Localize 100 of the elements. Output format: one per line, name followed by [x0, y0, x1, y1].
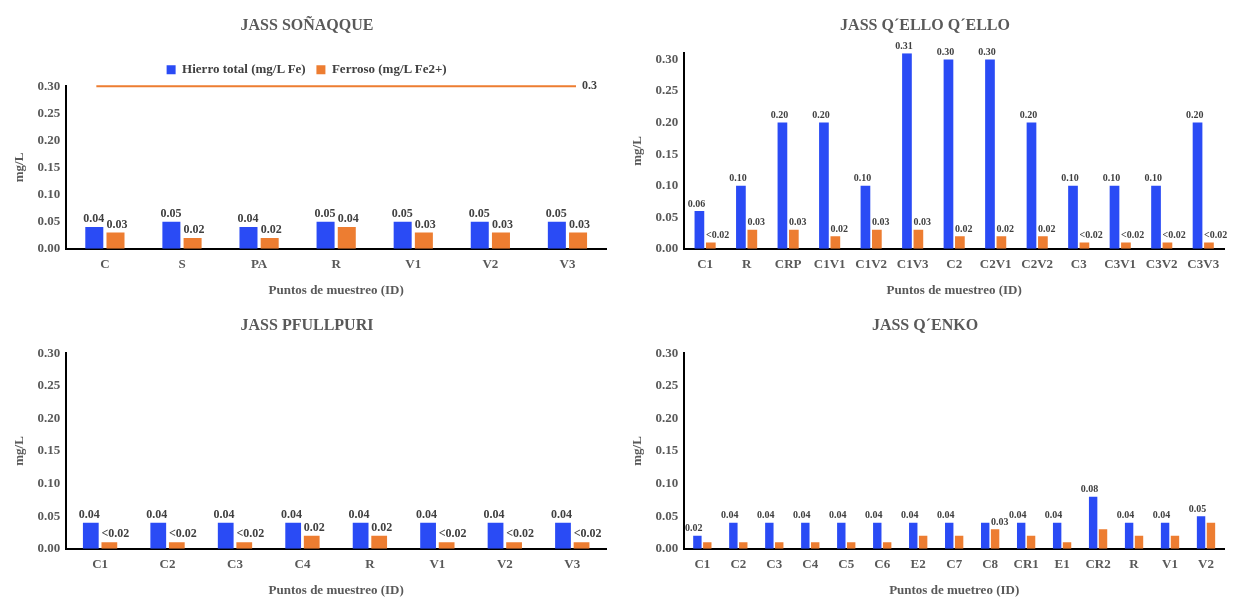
y-tick-label: 0.30 [37, 344, 61, 360]
bar [352, 522, 369, 549]
y-tick-label: 0.05 [655, 507, 679, 523]
data-label: 0.08 [1080, 483, 1099, 495]
data-label: <0.02 [438, 526, 467, 541]
data-label: 0.05 [468, 205, 490, 220]
data-label: 0.03 [990, 515, 1009, 527]
bar [1124, 522, 1134, 549]
bar [303, 535, 320, 549]
bar [414, 232, 433, 249]
data-label: 0.02 [685, 522, 703, 534]
y-tick-label: 0.00 [37, 240, 61, 256]
bar [693, 535, 702, 549]
data-label: 0.04 [83, 211, 105, 226]
bar [1206, 522, 1216, 549]
x-tick-label: V2 [482, 255, 499, 271]
bar [1026, 122, 1037, 249]
y-axis-title: mg/L [629, 435, 645, 466]
bar [393, 221, 412, 249]
bar [217, 522, 234, 549]
bar [470, 221, 489, 249]
x-tick-label: C3V3 [1187, 255, 1220, 271]
data-label: 0.04 [348, 506, 370, 521]
x-tick-label: C2 [730, 555, 747, 571]
bar [337, 227, 356, 249]
y-tick-label: 0.15 [37, 442, 61, 458]
data-label: 0.02 [371, 519, 393, 534]
y-tick-label: 0.30 [655, 344, 679, 360]
bar [1109, 185, 1120, 249]
data-label: 0.02 [183, 222, 205, 237]
data-label: 0.20 [770, 109, 789, 121]
y-tick-label: 0.05 [37, 213, 61, 229]
bar [150, 522, 167, 549]
y-tick-label: 0.10 [37, 474, 61, 490]
chart-title: JASS SOÑAQQUE [240, 14, 374, 33]
y-tick-label: 0.10 [655, 474, 679, 490]
x-tick-label: C3 [766, 555, 783, 571]
x-tick-label: V2 [1198, 555, 1214, 571]
data-label: 0.03 [569, 216, 591, 231]
bar [162, 221, 181, 249]
data-label: 0.06 [687, 197, 706, 209]
y-tick-label: 0.20 [37, 409, 61, 425]
y-axis-title: mg/L [629, 135, 645, 166]
bar [1098, 529, 1108, 549]
legend-label: Ferroso (mg/L Fe2+) [331, 61, 447, 77]
bar [420, 522, 436, 549]
x-tick-label: C5 [838, 555, 855, 571]
bar [236, 542, 253, 549]
data-label: 0.03 [788, 216, 807, 228]
data-label: 0.02 [996, 222, 1015, 234]
data-label: <0.02 [1079, 229, 1103, 241]
bar [747, 229, 758, 249]
data-label: 0.04 [1152, 509, 1171, 521]
data-label: 0.20 [812, 109, 830, 121]
x-tick-label: V1 [405, 255, 422, 271]
bar [1151, 185, 1161, 249]
x-tick-label: C4 [802, 555, 819, 571]
y-tick-label: 0.00 [655, 540, 679, 556]
data-label: <0.02 [506, 526, 535, 541]
bar [555, 522, 571, 549]
x-tick-label: C1V2 [855, 255, 888, 271]
data-label: 0.02 [1038, 222, 1056, 234]
bar [371, 535, 388, 549]
y-tick-label: 0.00 [655, 240, 679, 256]
data-label: 0.10 [1061, 172, 1079, 184]
y-tick-label: 0.10 [37, 185, 61, 201]
bar [985, 59, 995, 249]
bar [491, 232, 510, 249]
bar [85, 227, 104, 249]
data-label: <0.02 [705, 229, 730, 241]
x-tick-label: R [365, 555, 376, 571]
x-axis-title: Puntos de muetreo (ID) [889, 581, 1020, 597]
y-tick-label: 0.25 [655, 377, 679, 393]
x-axis-title: Puntos de muestreo (ID) [268, 581, 404, 597]
x-tick-label: E1 [1054, 555, 1070, 571]
data-label: 0.04 [213, 506, 235, 521]
bar [260, 237, 279, 249]
bar [837, 522, 846, 549]
data-label: 0.10 [729, 172, 747, 184]
y-tick-label: 0.05 [37, 507, 61, 523]
data-label: 0.05 [314, 205, 336, 220]
bar [1192, 122, 1203, 249]
x-tick-label: V3 [564, 555, 581, 571]
data-label: 0.04 [1008, 509, 1027, 521]
data-label: 0.31 [895, 39, 913, 51]
bar [1160, 522, 1170, 549]
y-tick-label: 0.30 [655, 50, 679, 66]
x-tick-label: V2 [496, 555, 513, 571]
data-label: 0.03 [414, 216, 436, 231]
data-label: 0.10 [1102, 172, 1121, 184]
x-tick-label: C7 [946, 555, 963, 571]
data-label: 0.05 [1188, 502, 1207, 514]
data-label: 0.04 [1116, 509, 1135, 521]
data-label: 0.02 [303, 519, 325, 534]
bar [736, 185, 746, 249]
data-label: <0.02 [573, 526, 602, 541]
y-tick-label: 0.20 [655, 409, 679, 425]
x-tick-label: CR2 [1085, 555, 1111, 571]
x-tick-label: C2V1 [979, 255, 1012, 271]
x-tick-label: C8 [982, 555, 999, 571]
